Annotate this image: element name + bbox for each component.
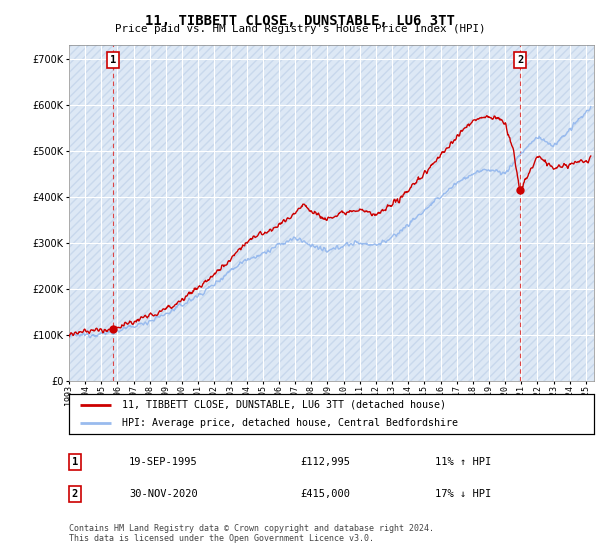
Text: Contains HM Land Registry data © Crown copyright and database right 2024.
This d: Contains HM Land Registry data © Crown c…	[69, 524, 434, 543]
Text: 11, TIBBETT CLOSE, DUNSTABLE, LU6 3TT (detached house): 11, TIBBETT CLOSE, DUNSTABLE, LU6 3TT (d…	[121, 400, 445, 409]
Text: 30-NOV-2020: 30-NOV-2020	[129, 489, 198, 499]
Text: 1: 1	[72, 457, 78, 467]
Text: 19-SEP-1995: 19-SEP-1995	[129, 457, 198, 467]
Text: HPI: Average price, detached house, Central Bedfordshire: HPI: Average price, detached house, Cent…	[121, 418, 458, 428]
Text: £415,000: £415,000	[300, 489, 350, 499]
Text: Price paid vs. HM Land Registry's House Price Index (HPI): Price paid vs. HM Land Registry's House …	[115, 24, 485, 34]
Text: 1: 1	[110, 55, 116, 65]
Text: £112,995: £112,995	[300, 457, 350, 467]
Text: 2: 2	[517, 55, 523, 65]
Text: 11, TIBBETT CLOSE, DUNSTABLE, LU6 3TT: 11, TIBBETT CLOSE, DUNSTABLE, LU6 3TT	[145, 14, 455, 28]
Text: 2: 2	[72, 489, 78, 499]
Text: 11% ↑ HPI: 11% ↑ HPI	[435, 457, 491, 467]
Text: 17% ↓ HPI: 17% ↓ HPI	[435, 489, 491, 499]
